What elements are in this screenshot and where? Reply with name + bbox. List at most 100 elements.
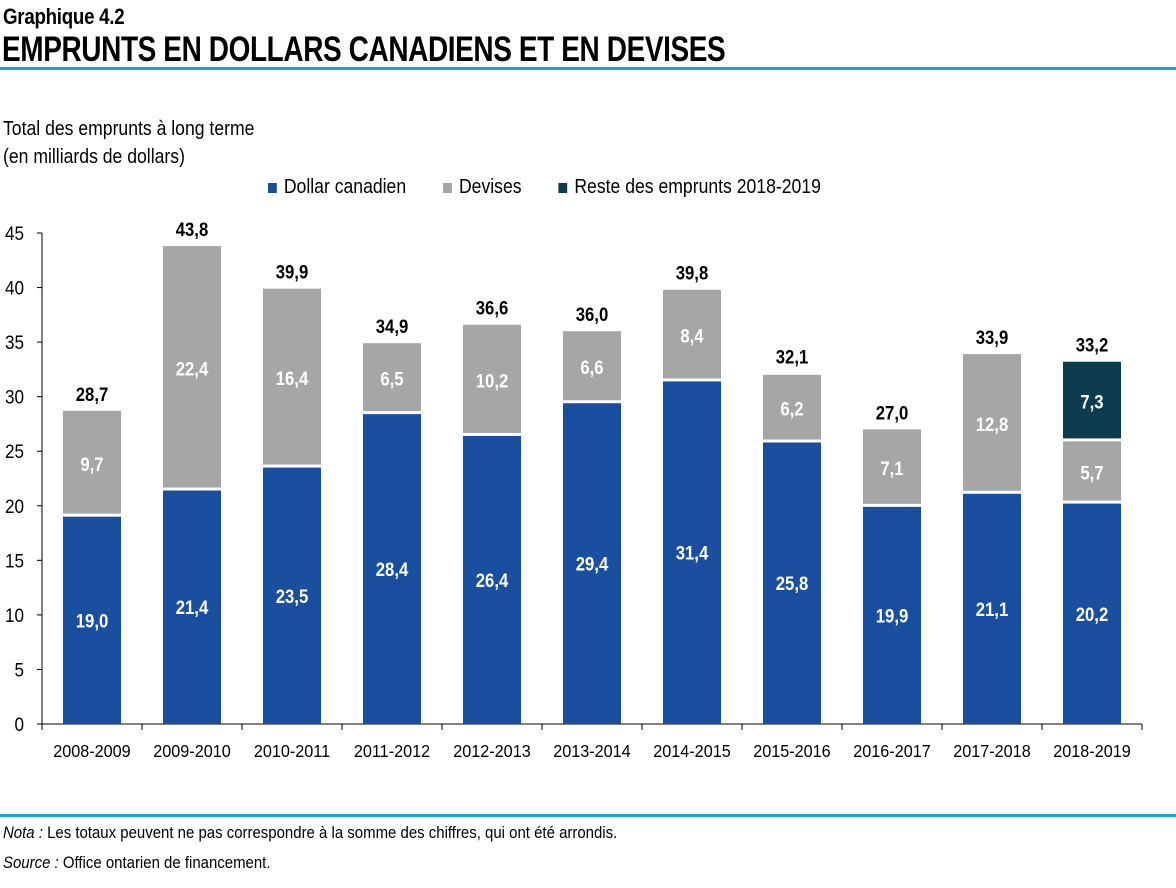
data-label: 26,4 (476, 570, 509, 591)
chart-title: EMPRUNTS EN DOLLARS CANADIENS ET EN DEVI… (2, 30, 726, 69)
x-tick-label: 2016-2017 (853, 741, 930, 761)
title-rule (0, 67, 1176, 70)
x-tick-label: 2014-2015 (653, 741, 730, 761)
y-axis-title-line2: (en milliards de dollars) (3, 146, 185, 168)
total-label: 32,1 (776, 347, 809, 368)
data-label: 19,9 (876, 605, 909, 626)
bar-segment (963, 354, 1021, 491)
data-label: 28,4 (376, 559, 409, 580)
x-tick-label: 2010-2011 (254, 741, 330, 761)
legend-swatch (558, 182, 568, 193)
bar-segment (463, 435, 521, 724)
x-tick-label: 2011-2012 (354, 741, 430, 761)
bar-segment (663, 289, 721, 379)
legend-label: Dollar canadien (283, 176, 407, 198)
data-label: 10,2 (476, 370, 509, 391)
bar-segment (363, 343, 421, 412)
footer-rule (0, 814, 1176, 817)
bar-segment (563, 331, 621, 401)
data-label: 25,8 (776, 573, 809, 594)
data-label: 29,4 (576, 554, 609, 575)
total-label: 33,9 (976, 327, 1009, 348)
legend-item-reste: Reste des emprunts 2018-2019 (558, 176, 821, 199)
bar-segment (963, 493, 1021, 724)
bar-segment (663, 381, 721, 724)
total-label: 43,8 (176, 219, 209, 240)
total-label: 33,2 (1076, 335, 1109, 356)
data-label: 22,4 (176, 358, 209, 379)
data-label: 31,4 (676, 543, 709, 564)
legend-item-dollar-canadien: Dollar canadien (268, 176, 406, 199)
data-label: 12,8 (976, 414, 1009, 435)
bar-segment (1063, 503, 1121, 724)
y-tick-label: 20 (5, 496, 24, 517)
bar-segment (263, 467, 321, 724)
legend-label: Reste des emprunts 2018-2019 (574, 176, 821, 198)
bar-segment (763, 442, 821, 724)
x-tick-label: 2013-2014 (553, 741, 631, 761)
source-label: Source : (3, 853, 59, 872)
bar-segment (563, 403, 621, 724)
total-label: 36,6 (476, 298, 509, 319)
bar-segment (863, 506, 921, 724)
legend-label: Devises (458, 176, 522, 198)
data-label: 8,4 (680, 326, 703, 347)
total-label: 34,9 (376, 316, 409, 337)
data-label: 21,1 (976, 599, 1009, 620)
bar-segment (1063, 441, 1121, 501)
data-label: 19,0 (76, 610, 109, 631)
y-tick-label: 35 (5, 332, 24, 353)
bar-segment (763, 374, 821, 440)
y-tick-label: 25 (5, 441, 24, 462)
bar-segment (163, 490, 221, 724)
data-label: 6,6 (580, 357, 603, 378)
legend-swatch (443, 182, 452, 193)
y-tick-label: 30 (5, 387, 24, 408)
total-label: 39,9 (276, 262, 309, 283)
data-label: 21,4 (176, 597, 209, 618)
bar-segment (463, 324, 521, 433)
footnote: Nota : Les totaux peuvent ne pas corresp… (3, 823, 617, 843)
data-label: 9,7 (80, 454, 103, 475)
data-label: 6,5 (380, 369, 403, 390)
y-axis-title-line1: Total des emprunts à long terme (3, 118, 255, 140)
data-label: 23,5 (276, 586, 309, 607)
x-tick-label: 2012-2013 (453, 741, 530, 761)
legend-swatch (268, 182, 277, 193)
source-text: Office ontarien de financement. (58, 853, 271, 872)
total-label: 27,0 (876, 402, 909, 423)
data-label: 5,7 (1080, 463, 1103, 484)
note-label: Nota : (3, 823, 43, 842)
note-text: Les totaux peuvent ne pas correspondre à… (42, 823, 618, 842)
x-tick-label: 2017-2018 (953, 741, 1030, 761)
legend: Dollar canadien Devises Reste des emprun… (268, 176, 821, 199)
y-tick-label: 5 (14, 660, 24, 681)
bar-segment (63, 516, 121, 724)
y-tick-label: 45 (5, 223, 24, 244)
y-tick-label: 10 (5, 605, 24, 626)
data-label: 20,2 (1076, 604, 1109, 625)
total-label: 39,8 (676, 263, 709, 284)
legend-item-devises: Devises (443, 176, 522, 199)
bar-segment (263, 288, 321, 465)
bar-segment (863, 429, 921, 504)
bar-segment (163, 246, 221, 488)
source: Source : Office ontarien de financement. (3, 853, 271, 873)
total-label: 28,7 (76, 384, 109, 405)
data-label: 16,4 (276, 368, 309, 389)
chart-number: Graphique 4.2 (3, 4, 125, 29)
data-label: 7,3 (1080, 392, 1103, 413)
data-label: 7,1 (880, 458, 903, 479)
y-tick-label: 40 (5, 278, 24, 299)
x-tick-label: 2008-2009 (53, 741, 130, 761)
bar-segment (363, 414, 421, 724)
bar-segment (1063, 361, 1121, 439)
bar-chart: 0 5 10 15 20 25 30 35 40 45 2008-2009 19,0 9,7 28,7 20… (5, 219, 1143, 761)
total-label: 36,0 (576, 304, 609, 325)
y-tick-label: 0 (14, 714, 24, 735)
y-tick-label: 15 (5, 551, 24, 572)
x-tick-label: 2015-2016 (753, 741, 830, 761)
data-label: 6,2 (780, 399, 803, 420)
x-tick-label: 2018-2019 (1053, 741, 1130, 761)
bar-segment (63, 410, 121, 514)
